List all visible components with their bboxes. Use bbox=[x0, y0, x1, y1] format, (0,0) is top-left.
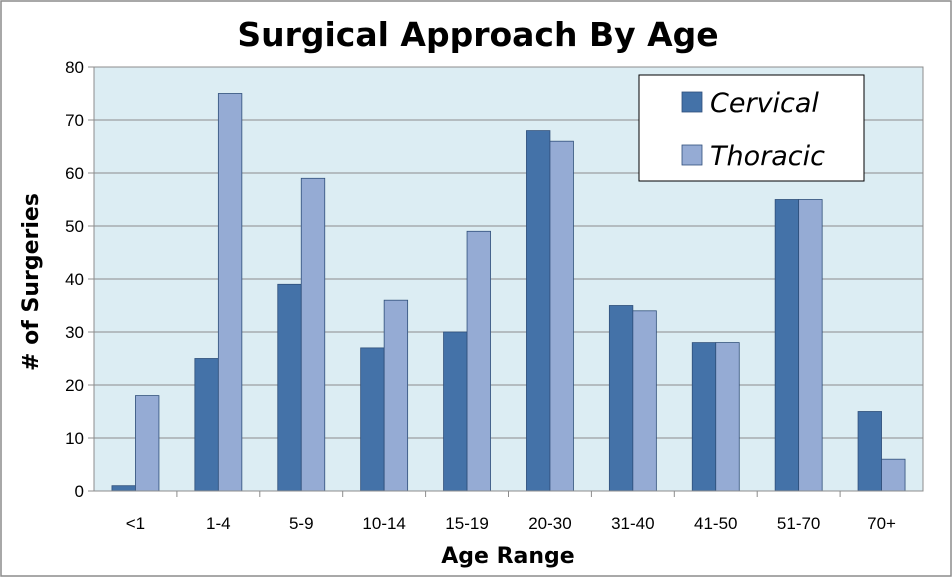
y-tick-label: 50 bbox=[65, 217, 84, 236]
x-tick-label: 20-30 bbox=[528, 514, 571, 533]
x-tick-labels: <1 1-4 5-9 10-14 15-19 20-30 31-40 41-50 51-70 70… bbox=[126, 514, 896, 533]
bar-cervical-4 bbox=[443, 331, 468, 492]
y-tick-label: 10 bbox=[65, 429, 84, 448]
legend-box bbox=[638, 74, 865, 182]
y-tick-label: 60 bbox=[65, 164, 84, 183]
x-tick-label: 70+ bbox=[867, 514, 896, 533]
bar-cervical-0 bbox=[111, 485, 136, 492]
x-tick-label: 41-50 bbox=[694, 514, 737, 533]
bar-cervical-1 bbox=[194, 358, 219, 492]
y-tick-label: 80 bbox=[65, 58, 84, 77]
chart-title: Surgical Approach By Age bbox=[237, 15, 718, 54]
x-tick-label: 31-40 bbox=[611, 514, 654, 533]
y-axis-title: # of Surgeries bbox=[19, 193, 44, 371]
bar-cervical-5 bbox=[526, 130, 551, 492]
bar-cervical-7 bbox=[691, 342, 717, 492]
bar-thoracic-1 bbox=[217, 93, 243, 492]
axes bbox=[88, 66, 923, 497]
bar-thoracic-8 bbox=[798, 199, 823, 492]
bar-cervical-6 bbox=[608, 305, 634, 492]
bar-thoracic-3 bbox=[383, 299, 409, 492]
y-tick-labels: 0 10 20 30 40 50 60 70 80 bbox=[65, 58, 84, 501]
bar-thoracic-7 bbox=[715, 342, 740, 492]
bar-cervical-9 bbox=[857, 411, 882, 492]
bar-thoracic-0 bbox=[135, 395, 160, 492]
bar-cervical-8 bbox=[774, 199, 800, 492]
x-tick-label: 10-14 bbox=[362, 514, 405, 533]
bar-thoracic-9 bbox=[881, 458, 906, 492]
bar-thoracic-2 bbox=[300, 177, 326, 492]
x-tick-label: <1 bbox=[126, 514, 145, 533]
bar-thoracic-4 bbox=[466, 230, 491, 492]
legend-swatch-cervical bbox=[681, 91, 703, 113]
legend-swatch-thoracic bbox=[681, 144, 703, 166]
y-tick-label: 20 bbox=[65, 376, 84, 395]
x-axis-title: Age Range bbox=[441, 544, 574, 569]
y-tick-label: 0 bbox=[75, 482, 84, 501]
y-tick-label: 30 bbox=[65, 323, 84, 342]
bar-thoracic-5 bbox=[549, 140, 574, 492]
bar-cervical-2 bbox=[277, 283, 302, 492]
bars bbox=[111, 93, 906, 492]
x-tick-label: 1-4 bbox=[206, 514, 231, 533]
x-tick-label: 5-9 bbox=[289, 514, 314, 533]
bar-thoracic-6 bbox=[632, 310, 657, 492]
legend: Cervical Thoracic bbox=[638, 74, 865, 182]
x-tick-label: 15-19 bbox=[445, 514, 488, 533]
x-tick-label: 51-70 bbox=[777, 514, 820, 533]
y-tick-label: 70 bbox=[65, 111, 84, 130]
y-tick-label: 40 bbox=[65, 270, 84, 289]
bar-cervical-3 bbox=[360, 347, 385, 492]
legend-label-thoracic: Thoracic bbox=[710, 141, 825, 172]
legend-label-cervical: Cervical bbox=[710, 88, 819, 119]
